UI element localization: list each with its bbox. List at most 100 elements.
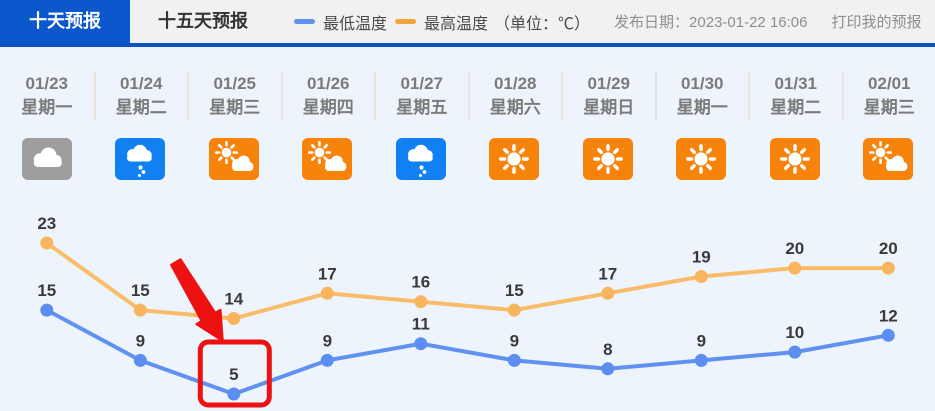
high-temp-value: 16 [411,273,430,292]
day-column-01-30: 01/30 星期一 [654,47,749,180]
low-temp-line [45,308,889,396]
high-temp-point [881,261,895,275]
publish-date-text: 发布日期：2023-01-22 16:06 [614,14,808,31]
day-column-01-25: 01/25 星期三 [187,47,281,180]
rain-icon [94,138,188,180]
high-temp-point [694,270,708,283]
day-column-01-27: 01/27 星期五 [374,47,468,180]
day-weekday: 星期一 [21,98,73,117]
high-temp-value: 17 [598,264,617,283]
chart-legend: 最低温度 最高温度 （单位：℃） [286,10,590,34]
high-temp-value: 20 [879,239,898,258]
day-date: 01/23 [25,74,69,93]
day-header: 01/24 星期二 [93,72,188,120]
high-temp-legend-swatch [395,19,417,24]
sunny-icon [561,138,655,180]
rain-icon [374,138,468,180]
cloudy-icon [0,138,94,180]
day-date: 01/24 [119,74,163,93]
day-header: 01/31 星期二 [748,72,842,120]
day-date: 01/30 [680,74,724,93]
day-column-01-26: 01/26 星期四 [280,47,375,180]
day-header: 01/26 星期四 [280,72,375,120]
day-weekday: 星期四 [302,98,354,117]
high-temp-value: 23 [37,214,56,233]
day-column-01-23: 01/23 星期一 [0,47,94,180]
high-temp-value: 19 [692,248,711,267]
low-temp-value: 12 [879,306,898,325]
arrow-annotation [170,258,224,342]
day-weekday: 星期三 [863,98,915,117]
day-weekday: 星期二 [115,98,167,117]
low-temp-value: 5 [229,365,238,384]
day-date: 01/25 [213,74,257,93]
high-temp-point [507,303,521,317]
low-temp-point [694,353,708,367]
low-temp-point [40,303,54,317]
print-forecast-link[interactable]: 打印我的预报 [831,14,922,31]
sun-cloud-icon [842,138,935,180]
low-temp-value: 8 [603,340,612,359]
low-temp-value: 10 [785,323,804,342]
day-column-01-24: 01/24 星期二 [93,47,188,180]
high-temp-point [414,295,428,309]
day-date: 01/31 [774,74,818,93]
low-temp-point [881,328,895,342]
high-temp-value: 15 [131,281,150,300]
sun-cloud-icon [281,138,375,180]
low-temp-point [320,353,334,367]
day-header: 01/27 星期五 [374,72,468,120]
low-temp-point [227,387,241,401]
day-date: 02/01 [867,74,911,93]
high-temp-value: 15 [505,281,524,300]
day-date: 01/29 [587,74,631,93]
day-column-01-29: 01/29 星期日 [561,47,655,180]
low-temp-point [601,362,615,376]
day-weekday: 星期日 [583,98,635,117]
high-temp-point [601,286,615,300]
day-header: 01/25 星期三 [187,72,281,120]
day-column-01-31: 01/31 星期二 [748,47,842,180]
day-header: 01/30 星期一 [654,72,749,120]
low-temp-value: 9 [323,331,332,350]
highlight-box [197,339,272,408]
day-column-02-01: 02/01 星期三 [841,47,935,180]
low-temp-value: 15 [37,281,56,300]
sunny-icon [655,138,749,180]
day-header: 02/01 星期三 [841,72,935,120]
high-temp-point [320,286,334,300]
low-temp-value: 9 [510,331,519,350]
sunny-icon [748,138,842,180]
high-temp-value: 14 [224,290,243,309]
day-date: 01/26 [306,74,350,93]
high-temp-point [40,236,54,250]
low-temp-point [788,345,802,359]
low-temp-value: 11 [412,315,430,334]
tab-fifteen-day-forecast[interactable]: 十五天预报 [158,11,248,31]
tab-ten-day-forecast[interactable]: 十天预报 [0,0,130,43]
day-header: 01/23 星期一 [0,72,94,120]
high-temp-point [133,303,147,317]
days-row: 01/23 星期一 01/24 星期二 01/25 星期三 01/26 星期四 01/27 星期五… [0,47,935,180]
high-temp-point [788,261,802,275]
high-temp-legend-label: 最高温度 [424,15,489,33]
day-weekday: 星期二 [770,98,822,117]
low-temp-legend-label: 最低温度 [323,15,388,33]
day-header: 01/29 星期日 [561,72,655,120]
unit-label: （单位：℃） [494,15,591,33]
day-date: 01/28 [493,74,537,93]
low-temp-point [414,337,428,351]
day-weekday: 星期一 [676,98,728,117]
forecast-header: 十天预报 十五天预报 最低温度 最高温度 （单位：℃） 发布日期：2023-01… [0,0,935,47]
day-column-01-28: 01/28 星期六 [467,47,562,180]
sunny-icon [468,138,562,180]
day-weekday: 星期三 [209,98,261,117]
day-weekday: 星期五 [396,98,448,117]
high-temp-value: 20 [785,239,804,258]
high-temp-point [227,312,241,325]
day-weekday: 星期六 [489,98,541,117]
high-temp-line [45,241,889,321]
low-temp-value: 9 [136,331,145,350]
low-temp-point [507,353,521,367]
